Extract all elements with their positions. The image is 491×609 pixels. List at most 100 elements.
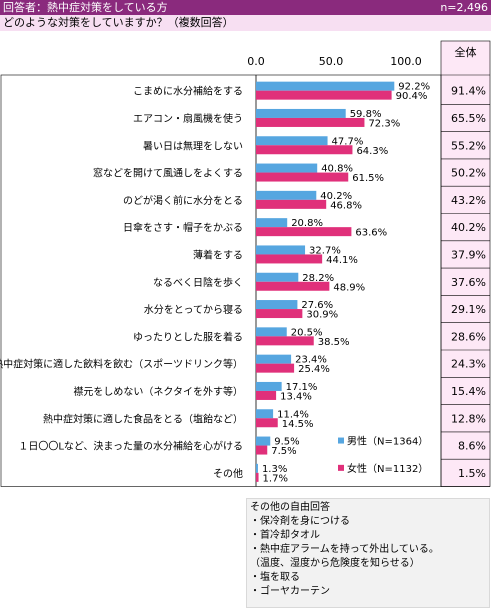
data-label-female: 13.4% — [280, 391, 312, 402]
bar-female — [256, 472, 259, 482]
data-label-female: 72.3% — [368, 118, 400, 129]
bar-male — [256, 163, 318, 173]
data-label-male: 40.8% — [321, 164, 353, 175]
category-label: 暑い日は無理をしない — [143, 139, 243, 152]
x-tick-label: 0.0 — [247, 55, 265, 68]
data-label-male: 20.5% — [291, 327, 323, 338]
data-label-male: 40.2% — [320, 191, 352, 202]
bar-female — [256, 172, 349, 182]
data-label-male: 28.2% — [302, 273, 334, 284]
data-label-male: 23.4% — [295, 355, 327, 366]
bar-female — [256, 227, 352, 237]
total-header: 全体 — [455, 45, 477, 59]
free-answer-item: （温度、湿度から危険度を知らせる） — [250, 558, 420, 569]
data-label-female: 64.3% — [356, 146, 388, 157]
bar-female — [256, 336, 314, 346]
data-label-male: 27.6% — [301, 300, 333, 311]
bar-male — [256, 327, 287, 337]
category-label: こまめに水分補給をする — [133, 85, 243, 98]
free-answer-title: その他の自由回答 — [250, 502, 330, 513]
category-label: その他 — [213, 467, 243, 480]
total-value: 1.5% — [458, 467, 486, 480]
data-label-female: 14.5% — [282, 419, 314, 430]
total-value: 55.2% — [451, 139, 486, 152]
bar-female — [256, 281, 330, 291]
data-label-female: 90.4% — [396, 91, 428, 102]
data-label-female: 61.5% — [352, 173, 384, 184]
category-label: ゆったりとした服を着る — [133, 330, 243, 343]
data-label-male: 32.7% — [309, 245, 341, 256]
free-answer-item: ・熱中症アラームを持って外出している。 — [250, 544, 439, 555]
free-answer-list: ・保冷剤を身につける ・首冷却タオル・熱中症アラームを持って外出している。 （温度、… — [247, 515, 489, 599]
total-value: 15.4% — [451, 385, 486, 398]
category-label: なるべく日陰を歩く — [153, 276, 243, 289]
data-label-female: 1.7% — [263, 473, 288, 484]
bar-female — [256, 117, 365, 127]
total-value: 24.3% — [451, 358, 486, 371]
data-label-female: 30.9% — [306, 310, 338, 321]
bar-female — [256, 445, 268, 455]
legend-female-label: 女性（N=1132） — [347, 462, 428, 475]
free-answer-item: ・ゴーヤカーテン — [250, 586, 330, 597]
category-label: 水分をとってから寝る — [144, 303, 243, 316]
bar-male — [256, 381, 282, 391]
bar-female — [256, 199, 327, 209]
bar-female — [256, 145, 353, 155]
bar-male — [256, 300, 298, 310]
bar-chart: 全体 0.0 50.0 100.0 こまめに水分補給をする 92.2%90.4% 91.4%… — [0, 40, 491, 487]
header-title: 回答者：熱中症対策をしている方 — [3, 1, 168, 14]
data-label-female: 63.6% — [355, 228, 387, 239]
bar-male — [256, 272, 299, 282]
bar-male — [256, 190, 317, 200]
bar-male — [256, 218, 288, 228]
category-label: 日傘をさす・帽子をかぶる — [123, 221, 243, 234]
category-label: １日〇〇Lなど、決まった量の水分補給を心がける — [18, 440, 243, 453]
legend-male-swatch — [338, 437, 344, 444]
data-label-female: 48.9% — [333, 282, 365, 293]
x-tick-label: 100.0 — [390, 55, 422, 68]
category-label: のどが渇く前に水分をとる — [123, 194, 243, 207]
bar-male — [256, 354, 292, 364]
total-value: 40.2% — [451, 221, 486, 234]
total-value: 8.6% — [458, 440, 486, 453]
bar-male — [256, 436, 271, 446]
bar-male — [256, 409, 274, 419]
bar-female — [256, 309, 303, 319]
total-value: 43.2% — [451, 194, 486, 207]
bar-male — [256, 463, 258, 473]
total-value: 29.1% — [451, 303, 486, 316]
data-label-male: 20.8% — [291, 218, 323, 229]
free-answer-item: ・首冷却タオル — [250, 530, 320, 541]
category-label: 薄着をする — [193, 248, 243, 261]
x-tick-label: 50.0 — [319, 55, 344, 68]
category-label: 熱中症対策に適した飲料を飲む（スポーツドリンク等） — [0, 358, 243, 371]
free-answer-box: その他の自由回答 ・保冷剤を身につける ・首冷却タオル・熱中症アラームを持って外出… — [246, 498, 490, 608]
legend-female-swatch — [338, 464, 344, 471]
data-label-female: 44.1% — [326, 255, 358, 266]
data-label-female: 46.8% — [330, 200, 362, 211]
total-value: 12.8% — [451, 412, 486, 425]
data-label-female: 38.5% — [318, 337, 350, 348]
free-answer-item: ・保冷剤を身につける — [250, 516, 350, 527]
data-label-male: 59.8% — [350, 109, 382, 120]
bar-male — [256, 108, 346, 118]
bar-female — [256, 390, 277, 400]
bar-female — [256, 418, 278, 428]
data-label-male: 9.5% — [274, 437, 299, 448]
category-label: 熱中症対策に適した食品をとる（塩飴など） — [43, 412, 243, 425]
data-label-female: 25.4% — [298, 364, 330, 375]
total-column — [440, 40, 491, 487]
free-answer-item: ・塩を取る — [250, 572, 300, 583]
bar-female — [256, 90, 392, 100]
total-value: 28.6% — [451, 330, 486, 343]
plot-frame — [0, 74, 442, 487]
category-label: 襟元をしめない（ネクタイを外す等） — [73, 385, 243, 398]
category-label: エアコン・扇風機を使う — [133, 112, 243, 125]
data-label-male: 47.7% — [332, 136, 364, 147]
total-value: 37.6% — [451, 276, 486, 289]
legend-male-label: 男性（N=1364） — [347, 435, 428, 448]
data-label-male: 17.1% — [286, 382, 318, 393]
bar-male — [256, 136, 328, 146]
data-label-male: 1.3% — [262, 464, 287, 475]
total-value: 37.9% — [451, 248, 486, 261]
